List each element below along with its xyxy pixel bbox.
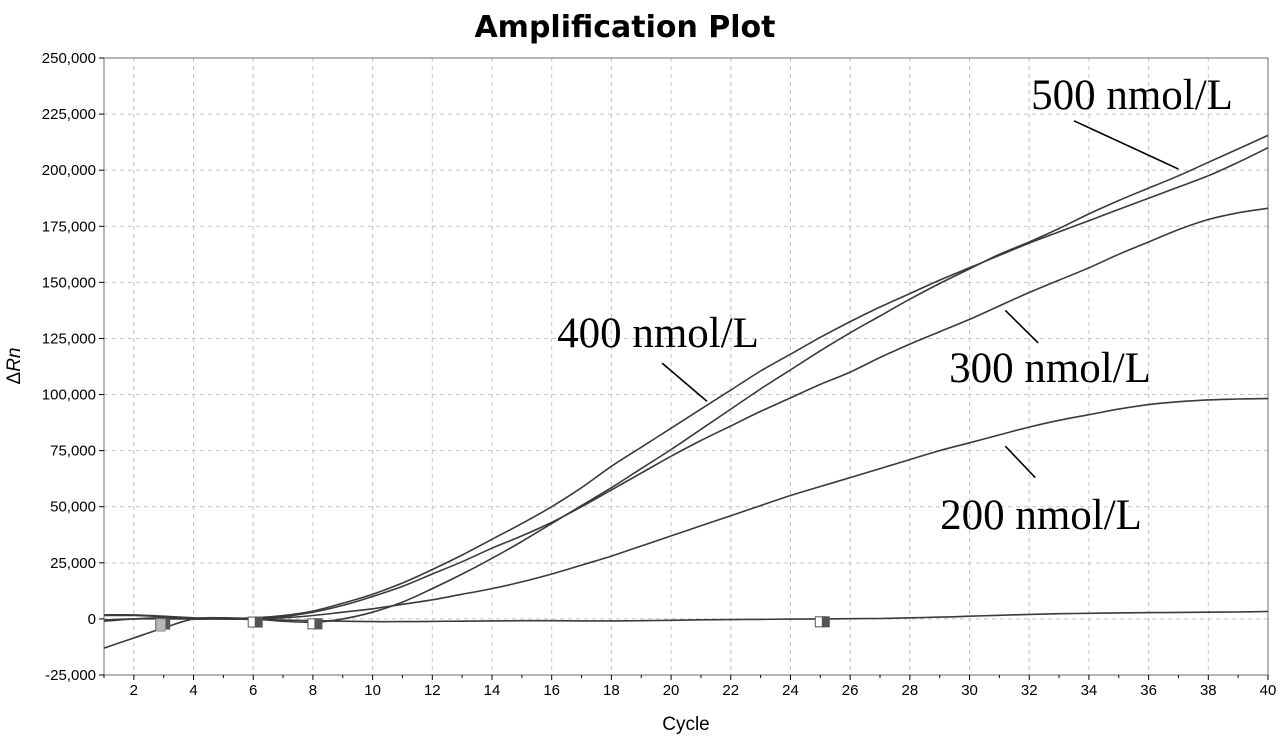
threshold-marker-overlap (155, 618, 166, 632)
threshold-markers (155, 616, 830, 632)
x-tick-label: 16 (543, 682, 560, 699)
x-tick-label: 6 (249, 682, 257, 699)
grid (104, 58, 1268, 675)
y-tick-label: 250,000 (42, 50, 96, 67)
y-tick-label: 175,000 (42, 218, 96, 235)
y-tick-label: 100,000 (42, 387, 96, 404)
x-tick-label: 38 (1200, 682, 1217, 699)
x-tick-label: 36 (1140, 682, 1157, 699)
x-tick-label: 40 (1260, 682, 1277, 699)
x-tick-label: 20 (663, 682, 680, 699)
series-layer (103, 134, 1269, 649)
x-tick-label: 4 (189, 682, 197, 699)
y-tick-label: 150,000 (42, 274, 96, 291)
x-tick-label: 10 (364, 682, 381, 699)
y-tick-label: 225,000 (42, 106, 96, 123)
annotation-leader (1004, 309, 1039, 344)
y-tick-label: 25,000 (50, 555, 96, 572)
annotations: 500 nmol/L 400 nmol/L 300 nmol/L 200 nmol/L (557, 72, 1233, 539)
x-tick-label: 28 (902, 682, 919, 699)
threshold-marker-fill (254, 616, 263, 628)
x-tick-label: 18 (603, 682, 620, 699)
annotation-label: 300 nmol/L (949, 345, 1151, 392)
threshold-marker-fill (314, 618, 323, 630)
y-tick-label: 125,000 (42, 330, 96, 347)
x-tick-label: 12 (424, 682, 441, 699)
series-line-0 (103, 134, 1269, 649)
threshold-marker-fill (821, 616, 830, 628)
x-tick-label: 22 (722, 682, 739, 699)
series-line-4 (103, 610, 1269, 623)
x-tick-label: 2 (130, 682, 138, 699)
annotation-label: 200 nmol/L (940, 492, 1142, 539)
y-tick-label: 75,000 (50, 443, 96, 460)
x-tick-label: 30 (961, 682, 978, 699)
chart-title: Amplification Plot (474, 10, 775, 45)
y-tick-label: 200,000 (42, 162, 96, 179)
annotation-leader (661, 362, 708, 402)
x-tick-label: 14 (484, 682, 501, 699)
series-line-1 (103, 146, 1269, 621)
y-tick-label: 0 (88, 611, 96, 628)
x-tick-label: 8 (309, 682, 317, 699)
annotation-label: 400 nmol/L (557, 310, 759, 357)
annotation-leader (1073, 120, 1179, 170)
x-tick-label: 34 (1081, 682, 1098, 699)
series-line-2 (103, 207, 1269, 622)
x-tick-label: 24 (782, 682, 799, 699)
x-tick-label: 26 (842, 682, 859, 699)
x-axis-label: Cycle (662, 714, 710, 735)
y-axis-ticks: 250,000 225,000 200,000 175,000 150,000 125,0… (42, 50, 104, 684)
x-axis-ticks: 2 4 6 8 10 12 14 16 18 20 22 24 26 28 30 32 34 36 38 40 (103, 675, 1277, 699)
series-line-3 (103, 397, 1269, 620)
y-axis-label: ΔRn (4, 348, 25, 385)
plot-frame (103, 57, 1269, 676)
annotation-label: 500 nmol/L (1031, 72, 1233, 119)
x-tick-label: 32 (1021, 682, 1038, 699)
y-tick-label: 50,000 (50, 499, 96, 516)
y-tick-label: -25,000 (45, 667, 96, 684)
annotation-leader (1004, 445, 1036, 479)
